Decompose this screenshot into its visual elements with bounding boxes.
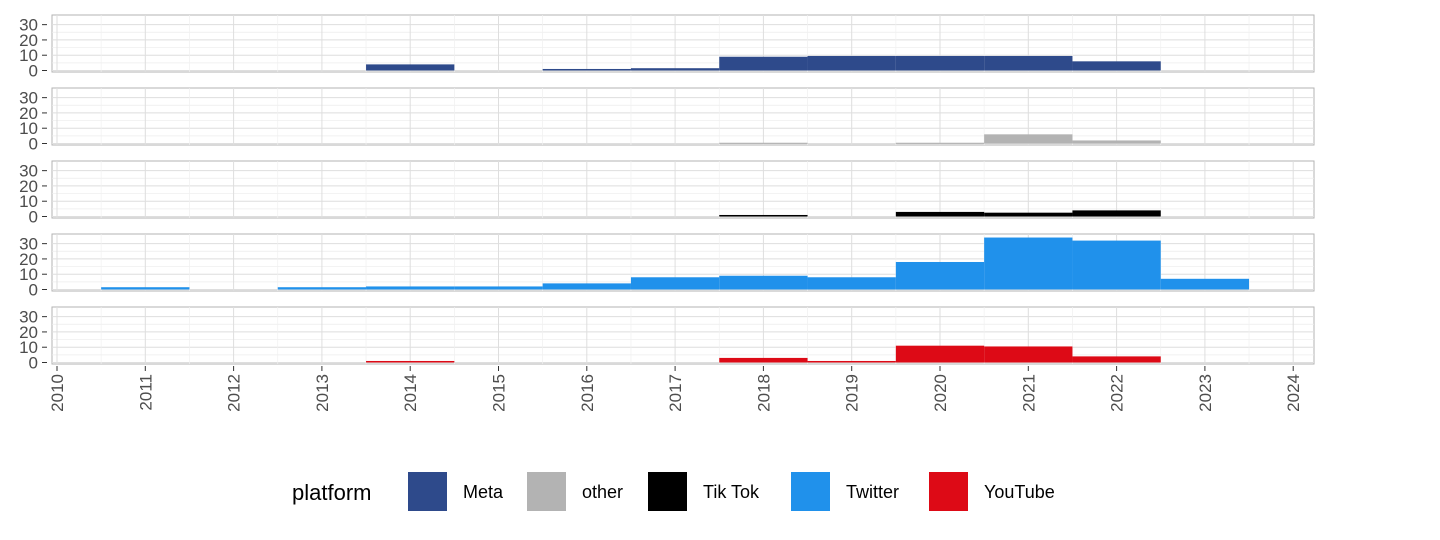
legend-item-tik-tok: Tik Tok xyxy=(648,472,760,511)
bar xyxy=(542,283,631,290)
panel-border xyxy=(51,87,1315,146)
bar xyxy=(984,237,1073,290)
bar xyxy=(719,275,808,290)
legend-item-other: other xyxy=(527,472,623,511)
legend-key xyxy=(648,472,687,511)
bar xyxy=(1072,61,1161,71)
x-tick-label: 2019 xyxy=(843,374,862,412)
bar xyxy=(630,277,720,290)
legend-key xyxy=(527,472,566,511)
bar xyxy=(719,214,808,217)
bar xyxy=(895,142,985,144)
y-tick-label: 10 xyxy=(19,192,38,211)
legend-label: other xyxy=(582,482,623,502)
y-tick-label: 0 xyxy=(29,281,38,300)
bar xyxy=(895,261,985,290)
bar xyxy=(719,56,808,71)
bar xyxy=(719,357,808,363)
bar xyxy=(807,55,896,71)
bar xyxy=(101,287,190,290)
bar xyxy=(895,345,985,363)
y-tick-label: 0 xyxy=(29,208,38,227)
legend-label: Tik Tok xyxy=(703,482,760,502)
bar xyxy=(1072,140,1161,144)
y-tick-label: 0 xyxy=(29,62,38,81)
legend-label: YouTube xyxy=(984,482,1055,502)
y-tick-label: 30 xyxy=(19,162,38,181)
x-tick-label: 2013 xyxy=(313,374,332,412)
y-tick-label: 20 xyxy=(19,31,38,50)
y-tick-label: 10 xyxy=(19,119,38,138)
bar xyxy=(807,277,896,290)
x-tick-label: 2016 xyxy=(578,374,597,412)
bar xyxy=(1072,210,1161,217)
y-tick-label: 20 xyxy=(19,323,38,342)
legend-label: Meta xyxy=(463,482,504,502)
bar xyxy=(895,55,985,71)
y-tick-label: 0 xyxy=(29,135,38,154)
y-tick-label: 10 xyxy=(19,46,38,65)
bar xyxy=(719,142,808,144)
y-tick-label: 30 xyxy=(19,308,38,327)
y-tick-label: 10 xyxy=(19,338,38,357)
panel-border xyxy=(51,160,1315,219)
legend-item-meta: Meta xyxy=(408,472,504,511)
bar xyxy=(1160,278,1250,290)
y-tick-label: 20 xyxy=(19,177,38,196)
bar xyxy=(366,286,455,290)
x-tick-label: 2014 xyxy=(401,374,420,412)
legend-item-youtube: YouTube xyxy=(929,472,1055,511)
x-tick-label: 2024 xyxy=(1284,374,1303,412)
x-tick-label: 2015 xyxy=(490,374,509,412)
x-tick-label: 2011 xyxy=(136,374,155,411)
bar xyxy=(1072,356,1161,363)
legend-key xyxy=(791,472,830,511)
bar xyxy=(366,360,455,363)
panel-border xyxy=(51,306,1315,365)
x-tick-label: 2020 xyxy=(931,374,950,412)
legend-title: platform xyxy=(292,480,371,505)
y-tick-label: 20 xyxy=(19,104,38,123)
x-tick-label: 2010 xyxy=(48,374,67,412)
bar xyxy=(542,68,631,71)
bar xyxy=(630,68,720,71)
legend-key xyxy=(929,472,968,511)
bar xyxy=(984,55,1073,71)
x-axis: 2010 2011 2012 2013 2014 2015 2016 2017 2018 2019… xyxy=(48,366,1303,412)
x-tick-label: 2012 xyxy=(225,374,244,412)
bar xyxy=(366,64,455,71)
bar xyxy=(807,360,896,363)
bar xyxy=(984,134,1073,144)
legend-label: Twitter xyxy=(846,482,899,502)
bar xyxy=(984,212,1073,217)
legend-items: Meta other Tik Tok Twitter YouTube xyxy=(408,472,1055,511)
bar xyxy=(984,346,1073,363)
bar xyxy=(454,286,543,290)
bar xyxy=(895,211,985,217)
bar xyxy=(277,287,367,290)
y-tick-label: 0 xyxy=(29,354,38,373)
legend-item-twitter: Twitter xyxy=(791,472,899,511)
y-tick-label: 20 xyxy=(19,250,38,269)
legend: platform Meta other Tik Tok Twitter YouTube xyxy=(292,472,1055,511)
x-tick-label: 2018 xyxy=(754,374,773,412)
x-tick-label: 2023 xyxy=(1196,374,1215,412)
y-tick-label: 10 xyxy=(19,265,38,284)
bar xyxy=(1072,240,1161,290)
x-tick-label: 2021 xyxy=(1019,374,1038,412)
legend-key xyxy=(408,472,447,511)
y-tick-label: 30 xyxy=(19,16,38,35)
x-tick-label: 2022 xyxy=(1108,374,1127,412)
y-tick-label: 30 xyxy=(19,235,38,254)
y-tick-label: 30 xyxy=(19,89,38,108)
x-tick-label: 2017 xyxy=(666,374,685,412)
